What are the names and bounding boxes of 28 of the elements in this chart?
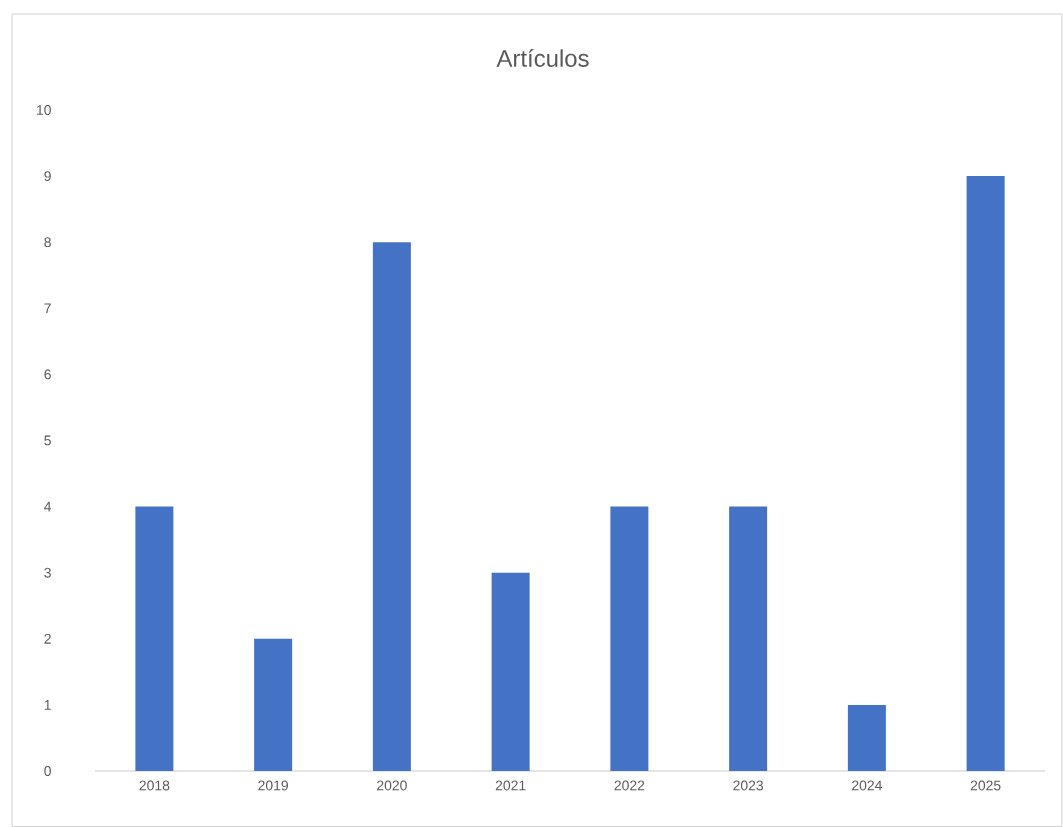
x-tick-label: 2024 — [852, 780, 882, 791]
x-tick-label: 2018 — [139, 780, 170, 791]
y-tick-label: 0 — [44, 766, 51, 776]
x-tick-label: 2025 — [970, 780, 1001, 791]
y-tick-label: 7 — [44, 303, 51, 314]
y-tick-label: 8 — [44, 237, 51, 248]
y-tick-label: 4 — [44, 501, 52, 512]
bar — [729, 506, 768, 771]
y-tick-label: 10 — [37, 105, 51, 115]
bar — [372, 242, 411, 771]
y-tick-label: 5 — [44, 435, 51, 446]
y-tick-label: 1 — [44, 700, 51, 710]
x-tick-label: 2022 — [614, 780, 645, 791]
bar — [135, 506, 174, 771]
bar — [254, 638, 293, 771]
y-tick-label: 6 — [44, 369, 51, 380]
y-tick-label: 3 — [44, 567, 51, 578]
x-tick-label: 2019 — [258, 780, 288, 791]
x-tick-label: 2023 — [733, 780, 764, 791]
y-tick-label: 9 — [44, 171, 51, 182]
bar — [491, 572, 530, 771]
x-tick-label: 2020 — [377, 780, 407, 791]
bar — [847, 704, 886, 771]
bar — [610, 506, 649, 771]
x-tick-label: 2021 — [495, 780, 526, 791]
chart-title: Artículos — [496, 49, 589, 67]
bar — [966, 176, 1005, 771]
y-tick-label: 2 — [44, 633, 51, 644]
